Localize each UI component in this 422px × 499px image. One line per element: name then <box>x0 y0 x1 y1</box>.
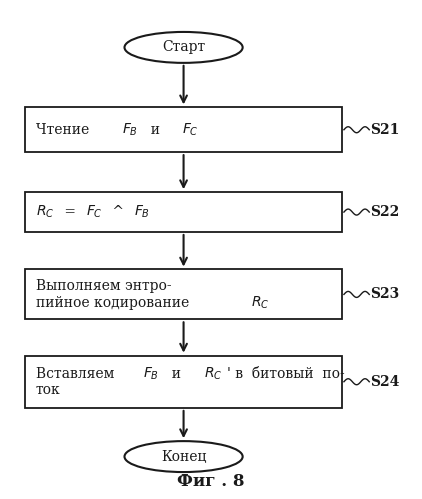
Text: =: = <box>60 205 80 219</box>
Text: S24: S24 <box>371 375 400 389</box>
Text: Конец: Конец <box>161 450 206 464</box>
Text: $R_C$: $R_C$ <box>36 204 54 220</box>
Text: Фиг . 8: Фиг . 8 <box>177 473 245 490</box>
Bar <box>25 107 342 152</box>
Ellipse shape <box>124 441 243 472</box>
Text: $F_C$: $F_C$ <box>86 204 103 220</box>
Ellipse shape <box>124 32 243 63</box>
Text: S22: S22 <box>371 205 400 219</box>
Bar <box>25 269 342 319</box>
Text: Вставляем: Вставляем <box>36 366 119 381</box>
Text: $F_B$: $F_B$ <box>143 365 159 382</box>
Text: Выполняем энтро-: Выполняем энтро- <box>36 279 171 293</box>
Text: и: и <box>163 366 195 381</box>
Text: S21: S21 <box>371 123 400 137</box>
Text: S23: S23 <box>371 287 400 301</box>
Text: ' в  битовый  по-: ' в битовый по- <box>227 366 345 381</box>
Text: $F_B$: $F_B$ <box>122 122 138 138</box>
Text: пийное кодирование: пийное кодирование <box>36 295 202 310</box>
Text: $F_B$: $F_B$ <box>134 204 150 220</box>
Text: Старт: Старт <box>162 40 205 54</box>
Text: Чтение: Чтение <box>36 123 102 137</box>
Text: $R_C$: $R_C$ <box>203 365 222 382</box>
Bar <box>25 192 342 232</box>
Text: $F_C$: $F_C$ <box>182 122 199 138</box>
Text: ^: ^ <box>108 205 128 219</box>
Text: и: и <box>142 123 173 137</box>
Text: ток: ток <box>36 383 61 397</box>
Text: $R_C$: $R_C$ <box>251 294 269 311</box>
Bar <box>25 356 342 408</box>
